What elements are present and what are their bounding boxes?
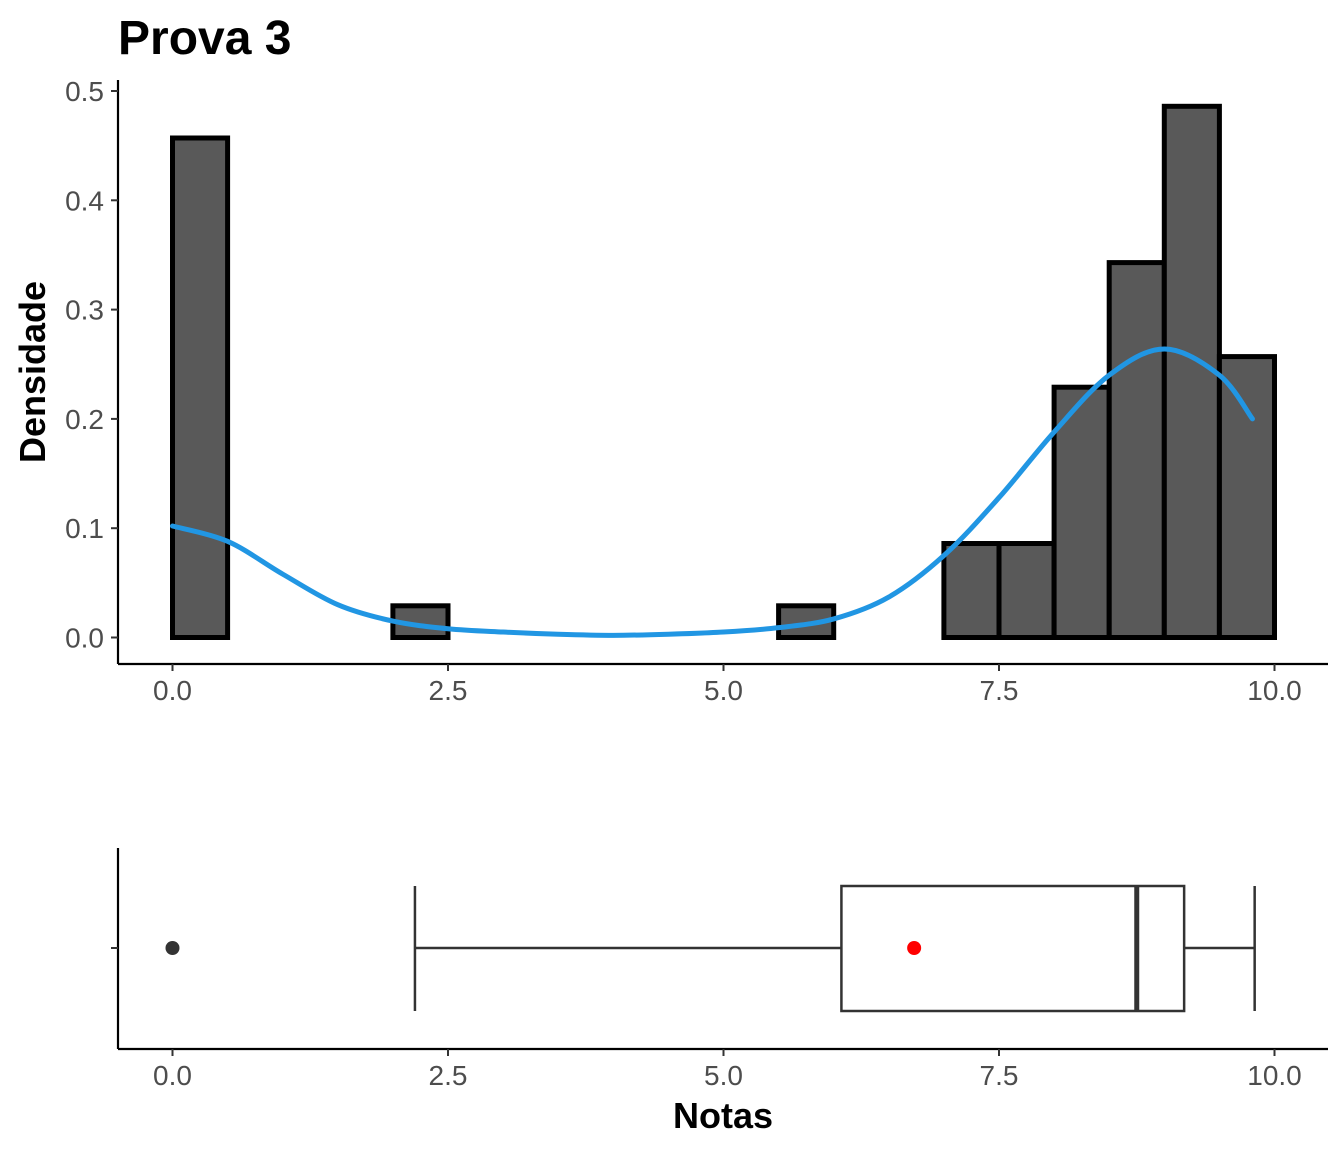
chart-title: Prova 3 [118, 12, 291, 65]
x-tick-label: 2.5 [429, 675, 468, 706]
boxplot-x-tick-label: 5.0 [704, 1060, 743, 1091]
histogram-panel: 0.0 0.1 0.2 0.3 0.4 0.5 0.0 2.5 5.0 7.5 10.0 Dens… [12, 76, 1328, 706]
y-tick-label: 0.3 [65, 295, 104, 326]
x-tick-label: 0.0 [153, 675, 192, 706]
boxplot-x-tick-label: 10.0 [1247, 1060, 1302, 1091]
x-axis-title: Notas [673, 1095, 773, 1136]
y-tick-label: 0.5 [65, 76, 104, 107]
histogram-bar-16 [1051, 384, 1112, 640]
interquartile-box [840, 884, 1186, 1013]
y-tick-label: 0.0 [65, 623, 104, 654]
y-tick-label: 0.4 [65, 185, 104, 216]
outlier-point [165, 941, 180, 955]
y-tick-label: 0.1 [65, 513, 104, 544]
y-axis-ticks: 0.0 0.1 0.2 0.3 0.4 0.5 [65, 76, 118, 654]
boxplot-x-tick-label: 0.0 [153, 1060, 192, 1091]
histogram-bars [170, 103, 1278, 641]
boxplot-panel: 0.0 2.5 5.0 7.5 10.0 Notas [111, 848, 1328, 1136]
histogram-bar-0 [170, 135, 231, 640]
boxplot-x-tick-label: 2.5 [429, 1060, 468, 1091]
histogram-bar-19 [1216, 354, 1278, 640]
mean-point [907, 941, 922, 955]
x-tick-label: 5.0 [704, 675, 743, 706]
y-tick-label: 0.2 [65, 404, 104, 435]
histogram-bar-14 [941, 541, 1002, 641]
boxplot-x-tick-label: 7.5 [980, 1060, 1019, 1091]
boxplot-elements [165, 884, 1256, 1013]
x-tick-label: 7.5 [980, 675, 1019, 706]
density-curve [170, 346, 1255, 638]
x-axis-ticks: 0.0 2.5 5.0 7.5 10.0 [153, 664, 1302, 706]
y-axis-title: Densidade [12, 281, 53, 463]
histogram-bar-17 [1106, 260, 1167, 640]
boxplot-x-axis-ticks: 0.0 2.5 5.0 7.5 10.0 [153, 1049, 1302, 1091]
x-tick-label: 10.0 [1247, 675, 1302, 706]
histogram-bar-15 [996, 541, 1057, 641]
